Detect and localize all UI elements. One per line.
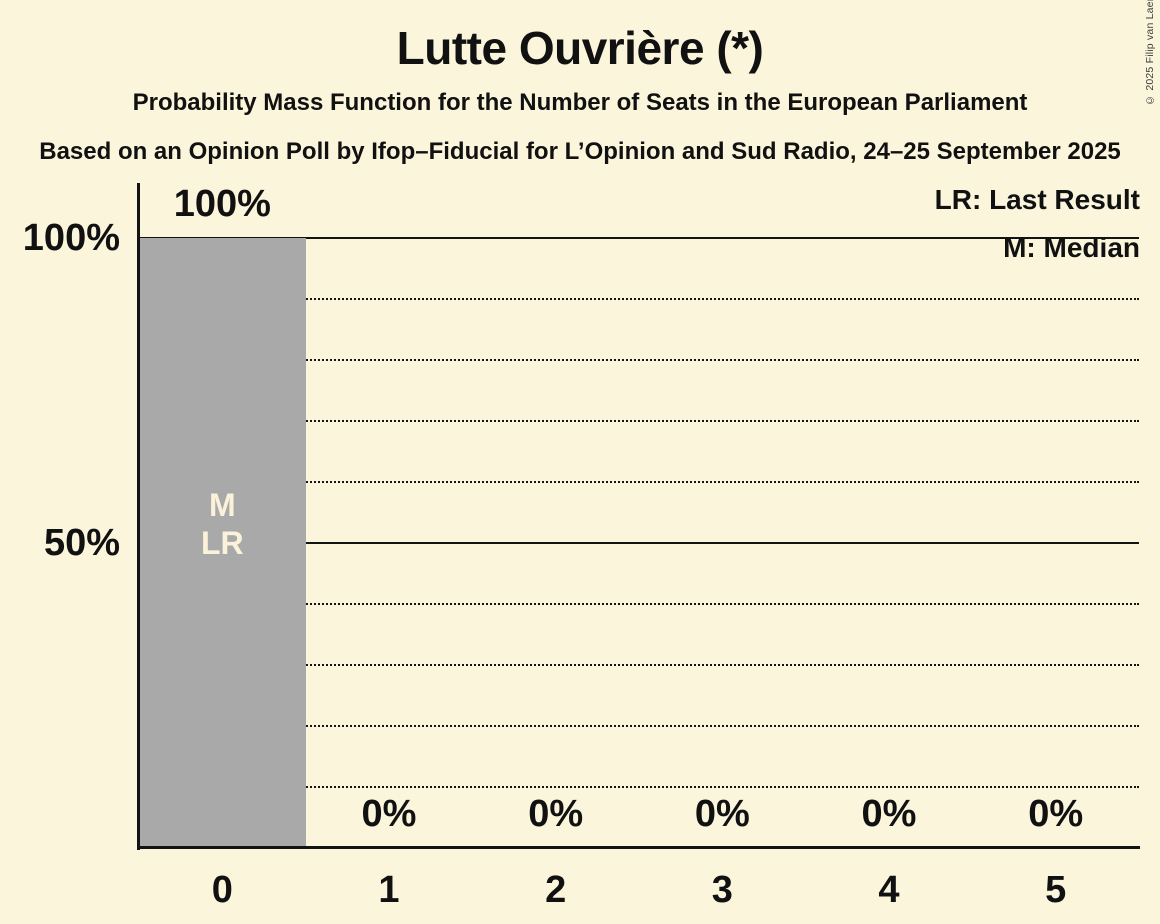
bar-value-label-3: 0% <box>694 793 750 835</box>
chart-subtitle: Probability Mass Function for the Number… <box>132 89 1028 116</box>
legend-median: M: Median <box>1003 232 1140 263</box>
gridline-dotted-80 <box>139 358 1139 361</box>
x-axis-line <box>137 846 1140 849</box>
bar-value-label-5: 0% <box>1028 793 1084 835</box>
gridline-solid-50 <box>139 541 1139 544</box>
x-tick-label-3: 3 <box>711 869 733 911</box>
y-tick-label-100: 100% <box>22 217 120 259</box>
copyright-notice: © 2025 Filip van Laenen <box>1144 0 1156 106</box>
annotation-line-lr: LR <box>201 525 244 561</box>
bar-annotation-0: M LR <box>139 486 306 562</box>
bar-0 <box>139 238 306 848</box>
y-axis-line <box>137 183 140 850</box>
x-tick-label-2: 2 <box>545 869 567 911</box>
x-tick-label-1: 1 <box>378 869 400 911</box>
x-tick-label-0: 0 <box>211 869 233 911</box>
chart-title: Lutte Ouvrière (*) <box>396 22 764 74</box>
y-tick-label-50: 50% <box>43 522 120 564</box>
legend-last-result: LR: Last Result <box>934 184 1140 215</box>
gridline-dotted-90 <box>139 297 1139 300</box>
gridline-dotted-40 <box>139 602 1139 605</box>
gridline-dotted-10 <box>139 785 1139 788</box>
bar-value-label-4: 0% <box>861 793 917 835</box>
gridline-dotted-20 <box>139 724 1139 727</box>
gridline-solid-100 <box>139 236 1139 239</box>
gridline-dotted-30 <box>139 663 1139 666</box>
gridline-dotted-60 <box>139 480 1139 483</box>
chart-source-line: Based on an Opinion Poll by Ifop–Fiducia… <box>39 138 1121 165</box>
bar-value-label-2: 0% <box>528 793 584 835</box>
x-tick-label-5: 5 <box>1045 869 1067 911</box>
annotation-line-m: M <box>209 487 236 523</box>
bar-value-label-0: 100% <box>173 183 271 225</box>
bar-value-label-1: 0% <box>361 793 417 835</box>
x-tick-label-4: 4 <box>878 869 900 911</box>
gridline-dotted-70 <box>139 419 1139 422</box>
